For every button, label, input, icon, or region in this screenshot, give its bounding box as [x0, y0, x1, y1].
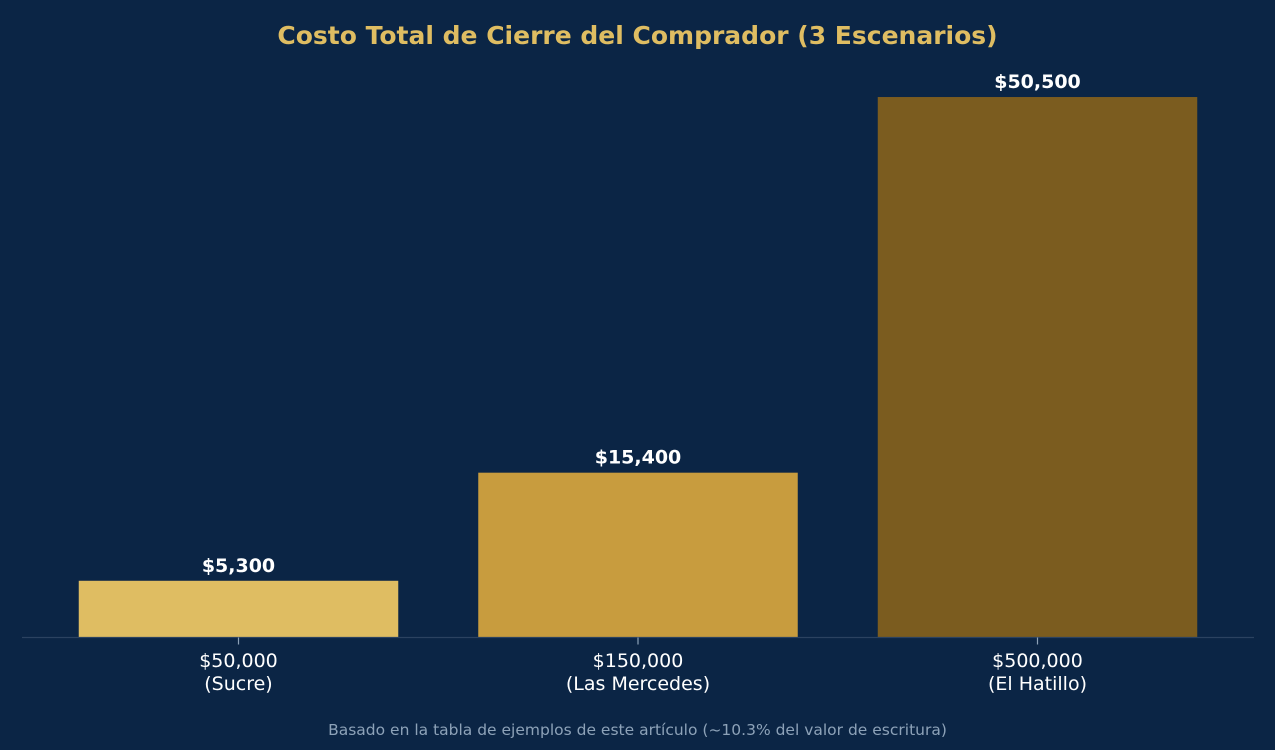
x-tick-label-3-line-2: (El Hatillo) — [988, 673, 1087, 695]
bar-2 — [478, 472, 798, 638]
bar-value-label-3: $50,500 — [994, 71, 1081, 93]
chart-footnote: Basado en la tabla de ejemplos de este a… — [328, 721, 947, 739]
x-tick-label-3: $500,000 (El Hatillo) — [988, 650, 1087, 695]
x-tick-label-2-line-1: $150,000 — [593, 650, 684, 672]
bar-3 — [877, 97, 1198, 638]
x-tick-label-2-line-2: (Las Mercedes) — [566, 673, 710, 695]
bar-1 — [78, 580, 399, 638]
bar-value-label-1: $5,300 — [202, 555, 275, 577]
x-tick-label-3-line-1: $500,000 — [992, 650, 1083, 672]
x-tick-label-1-line-1: $50,000 — [199, 650, 278, 672]
x-tick-label-1-line-2: (Sucre) — [204, 673, 272, 695]
x-tick-label-1: $50,000 (Sucre) — [199, 650, 278, 695]
bars-group: $5,300 $15,400 $50,500 — [78, 71, 1198, 638]
chart-title: Costo Total de Cierre del Comprador (3 E… — [277, 21, 997, 50]
x-tick-label-2: $150,000 (Las Mercedes) — [566, 650, 710, 695]
bar-value-label-2: $15,400 — [595, 447, 682, 469]
x-axis-ticks: $50,000 (Sucre) $150,000 (Las Mercedes) $500… — [199, 637, 1087, 695]
